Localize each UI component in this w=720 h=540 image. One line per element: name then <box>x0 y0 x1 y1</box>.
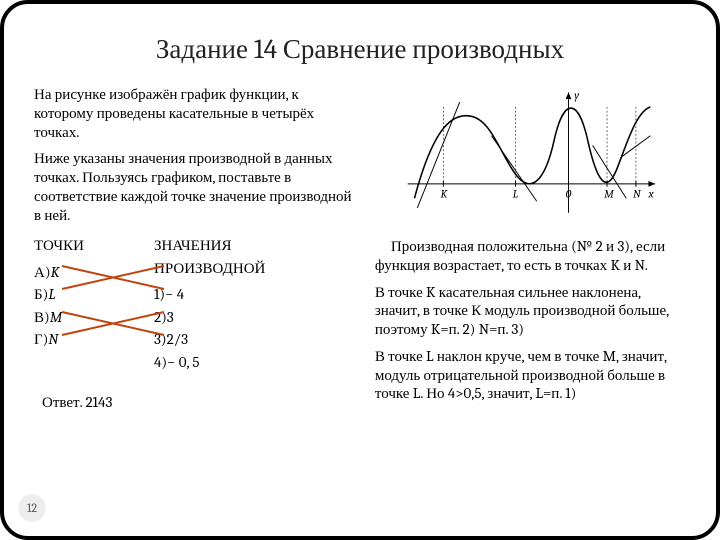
explanation-para: В точке L наклон круче, чем в точке M, з… <box>375 347 686 403</box>
svg-text:N: N <box>633 187 642 200</box>
svg-text:0: 0 <box>566 187 572 200</box>
svg-text:K: K <box>441 187 449 200</box>
value-row: 2)3 <box>154 306 314 329</box>
answer-line: Ответ. 2143 <box>42 393 355 412</box>
left-column: На рисунке изображён график функции, к к… <box>34 85 355 412</box>
value-row: 4)− 0, 5 <box>154 351 314 374</box>
explanation-para: В точке K касательная сильнее наклонена,… <box>375 283 686 339</box>
value-row: 3)2/3 <box>154 328 314 351</box>
match-columns: ТОЧКИ А)KБ)LВ)MГ)N ЗНАЧЕНИЯ ПРОИЗВОДНОЙ … <box>34 234 355 373</box>
points-header: ТОЧКИ <box>34 234 124 257</box>
right-column: K L 0 M Ny x Производная положительна (№ 2 и … <box>375 85 686 412</box>
svg-text:L: L <box>513 187 519 200</box>
explanation-para: Производная положительна (№ 2 и 3), если… <box>375 237 686 275</box>
slide-title: Задание 14 Сравнение производных <box>34 34 686 65</box>
points-column: ТОЧКИ А)KБ)LВ)MГ)N <box>34 234 124 373</box>
point-row: Г)N <box>34 328 124 351</box>
problem-text-1: На рисунке изображён график функции, к к… <box>34 85 355 141</box>
point-row: В)M <box>34 306 124 329</box>
function-graph: K L 0 M Ny x <box>400 85 660 225</box>
svg-text:x: x <box>648 187 655 200</box>
answer-value: 2143 <box>86 393 113 411</box>
explanation-text: Производная положительна (№ 2 и 3), если… <box>375 237 686 403</box>
svg-text:y: y <box>575 89 581 102</box>
answer-label: Ответ. <box>42 393 82 411</box>
content-area: На рисунке изображён график функции, к к… <box>34 85 686 412</box>
point-row: А)K <box>34 261 124 284</box>
values-column: ЗНАЧЕНИЯ ПРОИЗВОДНОЙ 1)− 42)33)2/34)− 0,… <box>154 234 314 373</box>
value-row: 1)− 4 <box>154 283 314 306</box>
page-number: 12 <box>18 494 46 522</box>
svg-text:M: M <box>605 187 615 200</box>
point-row: Б)L <box>34 283 124 306</box>
values-header: ЗНАЧЕНИЯ ПРОИЗВОДНОЙ <box>154 234 314 279</box>
problem-text-2: Ниже указаны значения производной в данн… <box>34 149 355 224</box>
